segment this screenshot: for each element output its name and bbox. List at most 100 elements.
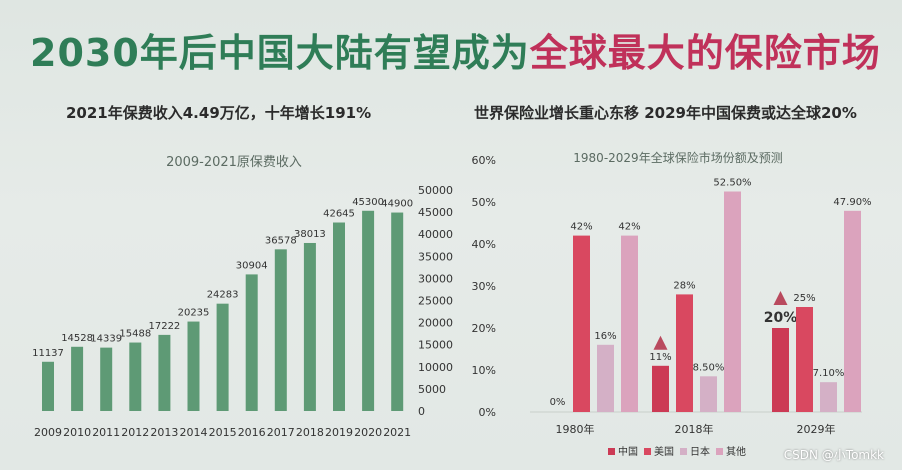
right-value-label: 47.90% bbox=[833, 197, 871, 208]
right-bar-美国-2018年 bbox=[676, 294, 693, 412]
right-y-tick-label: 60% bbox=[472, 154, 496, 167]
right-value-label: 11% bbox=[649, 352, 671, 363]
left-y-tick-label: 15000 bbox=[418, 339, 453, 352]
legend-label-美国: 美国 bbox=[654, 445, 674, 458]
left-bar-2014 bbox=[187, 321, 200, 411]
right-y-tick-label: 30% bbox=[472, 280, 496, 293]
right-y-tick-label: 10% bbox=[472, 364, 496, 377]
title-part-pink: 全球最大的保险市场 bbox=[529, 31, 881, 75]
right-value-label: 7.10% bbox=[813, 368, 845, 379]
right-value-label: 42% bbox=[618, 222, 640, 233]
up-triangle-icon bbox=[773, 291, 788, 305]
right-bar-日本-2018年 bbox=[700, 376, 717, 412]
left-x-tick-label: 2015 bbox=[209, 426, 237, 439]
right-value-label: 16% bbox=[594, 331, 616, 342]
right-bar-中国-2029年 bbox=[772, 328, 789, 412]
left-y-tick-label: 20000 bbox=[418, 317, 453, 330]
left-y-tick-label: 50000 bbox=[418, 184, 453, 197]
left-x-tick-label: 2010 bbox=[63, 426, 91, 439]
left-y-tick-label: 0 bbox=[418, 405, 425, 418]
left-value-label: 15488 bbox=[119, 329, 151, 340]
left-value-label: 20235 bbox=[178, 308, 210, 319]
left-value-label: 14528 bbox=[61, 333, 93, 344]
subtitle-left: 2021年保费收入4.49万亿，十年增长191% bbox=[66, 104, 372, 122]
left-value-label: 11137 bbox=[32, 348, 64, 359]
right-x-tick-label: 1980年 bbox=[556, 422, 595, 436]
left-x-tick-label: 2014 bbox=[180, 426, 208, 439]
left-value-label: 45300 bbox=[352, 197, 384, 208]
left-value-label: 44900 bbox=[381, 199, 413, 210]
right-value-label: 25% bbox=[793, 293, 815, 304]
right-value-label: 20% bbox=[764, 310, 798, 326]
left-x-tick-label: 2011 bbox=[92, 426, 120, 439]
right-value-label: 42% bbox=[570, 222, 592, 233]
left-bar-2020 bbox=[362, 210, 375, 411]
left-x-tick-label: 2016 bbox=[238, 426, 266, 439]
left-y-tick-label: 5000 bbox=[418, 383, 446, 396]
left-bar-2021 bbox=[391, 212, 404, 411]
left-value-label: 14339 bbox=[90, 334, 122, 345]
left-x-tick-label: 2009 bbox=[34, 426, 62, 439]
right-bar-中国-2018年 bbox=[652, 365, 669, 412]
legend-swatch-美国 bbox=[644, 448, 651, 455]
legend-label-其他: 其他 bbox=[726, 445, 746, 458]
legend-swatch-中国 bbox=[608, 448, 615, 455]
left-bar-2015 bbox=[216, 303, 229, 411]
up-triangle-icon bbox=[653, 335, 668, 350]
left-value-label: 24283 bbox=[207, 290, 239, 301]
left-bar-2017 bbox=[274, 249, 287, 411]
right-x-tick-label: 2029年 bbox=[797, 422, 836, 436]
right-x-tick-label: 2018年 bbox=[675, 422, 714, 436]
left-y-tick-label: 10000 bbox=[418, 361, 453, 374]
left-x-tick-label: 2018 bbox=[296, 426, 324, 439]
right-bar-日本-2029年 bbox=[820, 382, 837, 412]
title-part-green: 2030年后中国大陆有望成为 bbox=[30, 31, 530, 75]
left-value-label: 38013 bbox=[294, 229, 326, 240]
legend-swatch-其他 bbox=[716, 448, 723, 455]
right-y-tick-label: 50% bbox=[472, 196, 496, 209]
left-value-label: 36578 bbox=[265, 235, 297, 246]
right-bar-其他-1980年 bbox=[621, 235, 638, 412]
left-bar-2013 bbox=[158, 334, 171, 411]
left-x-tick-label: 2017 bbox=[267, 426, 295, 439]
left-y-tick-label: 25000 bbox=[418, 295, 453, 308]
subtitle-right: 世界保险业增长重心东移 2029年中国保费或达全球20% bbox=[474, 104, 857, 122]
right-bar-美国-2029年 bbox=[796, 307, 813, 412]
right-bar-其他-2018年 bbox=[724, 191, 741, 412]
left-bar-2018 bbox=[303, 242, 316, 411]
left-y-tick-label: 35000 bbox=[418, 250, 453, 263]
right-value-label: 0% bbox=[550, 397, 566, 408]
left-y-tick-label: 30000 bbox=[418, 272, 453, 285]
right-y-tick-label: 20% bbox=[472, 322, 496, 335]
legend-label-日本: 日本 bbox=[690, 445, 710, 458]
left-chart-title: 2009-2021原保费收入 bbox=[166, 155, 302, 170]
left-x-tick-label: 2013 bbox=[150, 426, 178, 439]
left-x-tick-label: 2019 bbox=[325, 426, 353, 439]
right-bar-美国-1980年 bbox=[573, 235, 590, 412]
left-bar-2019 bbox=[333, 222, 345, 411]
slide-title: 2030年后中国大陆有望成为全球最大的保险市场 bbox=[30, 22, 881, 77]
right-chart-title: 1980-2029年全球保险市场份额及预测 bbox=[573, 150, 782, 165]
left-x-tick-label: 2012 bbox=[121, 426, 149, 439]
legend-swatch-日本 bbox=[680, 448, 687, 455]
left-bar-2011 bbox=[100, 347, 113, 411]
left-value-label: 30904 bbox=[236, 260, 268, 271]
legend-label-中国: 中国 bbox=[618, 445, 638, 458]
right-y-tick-label: 40% bbox=[472, 238, 496, 251]
left-x-tick-label: 2021 bbox=[383, 426, 411, 439]
left-y-tick-label: 45000 bbox=[418, 206, 453, 219]
watermark: CSDN @小Tomkk bbox=[783, 448, 884, 462]
right-y-tick-label: 0% bbox=[479, 406, 496, 419]
right-bar-日本-1980年 bbox=[597, 344, 614, 412]
right-bar-其他-2029年 bbox=[844, 210, 861, 412]
left-bar-2012 bbox=[129, 342, 142, 411]
left-y-tick-label: 40000 bbox=[418, 228, 453, 241]
left-value-label: 17222 bbox=[148, 321, 180, 332]
left-value-label: 42645 bbox=[323, 209, 355, 220]
left-bar-2009 bbox=[42, 361, 54, 411]
right-value-label: 28% bbox=[673, 280, 695, 291]
right-value-label: 8.50% bbox=[693, 362, 725, 373]
left-x-tick-label: 2020 bbox=[354, 426, 382, 439]
left-bar-2010 bbox=[71, 346, 84, 411]
